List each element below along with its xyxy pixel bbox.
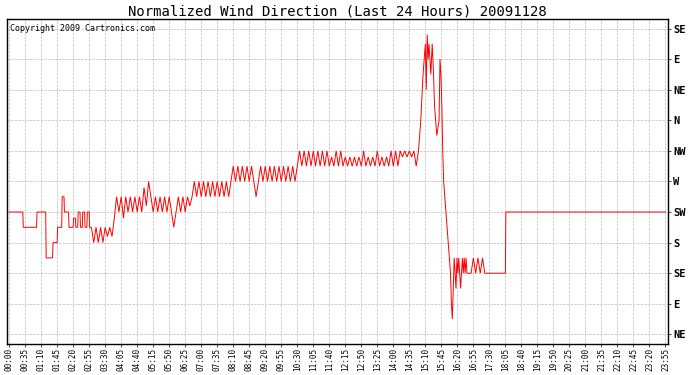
Text: Copyright 2009 Cartronics.com: Copyright 2009 Cartronics.com	[10, 24, 155, 33]
Title: Normalized Wind Direction (Last 24 Hours) 20091128: Normalized Wind Direction (Last 24 Hours…	[128, 4, 546, 18]
